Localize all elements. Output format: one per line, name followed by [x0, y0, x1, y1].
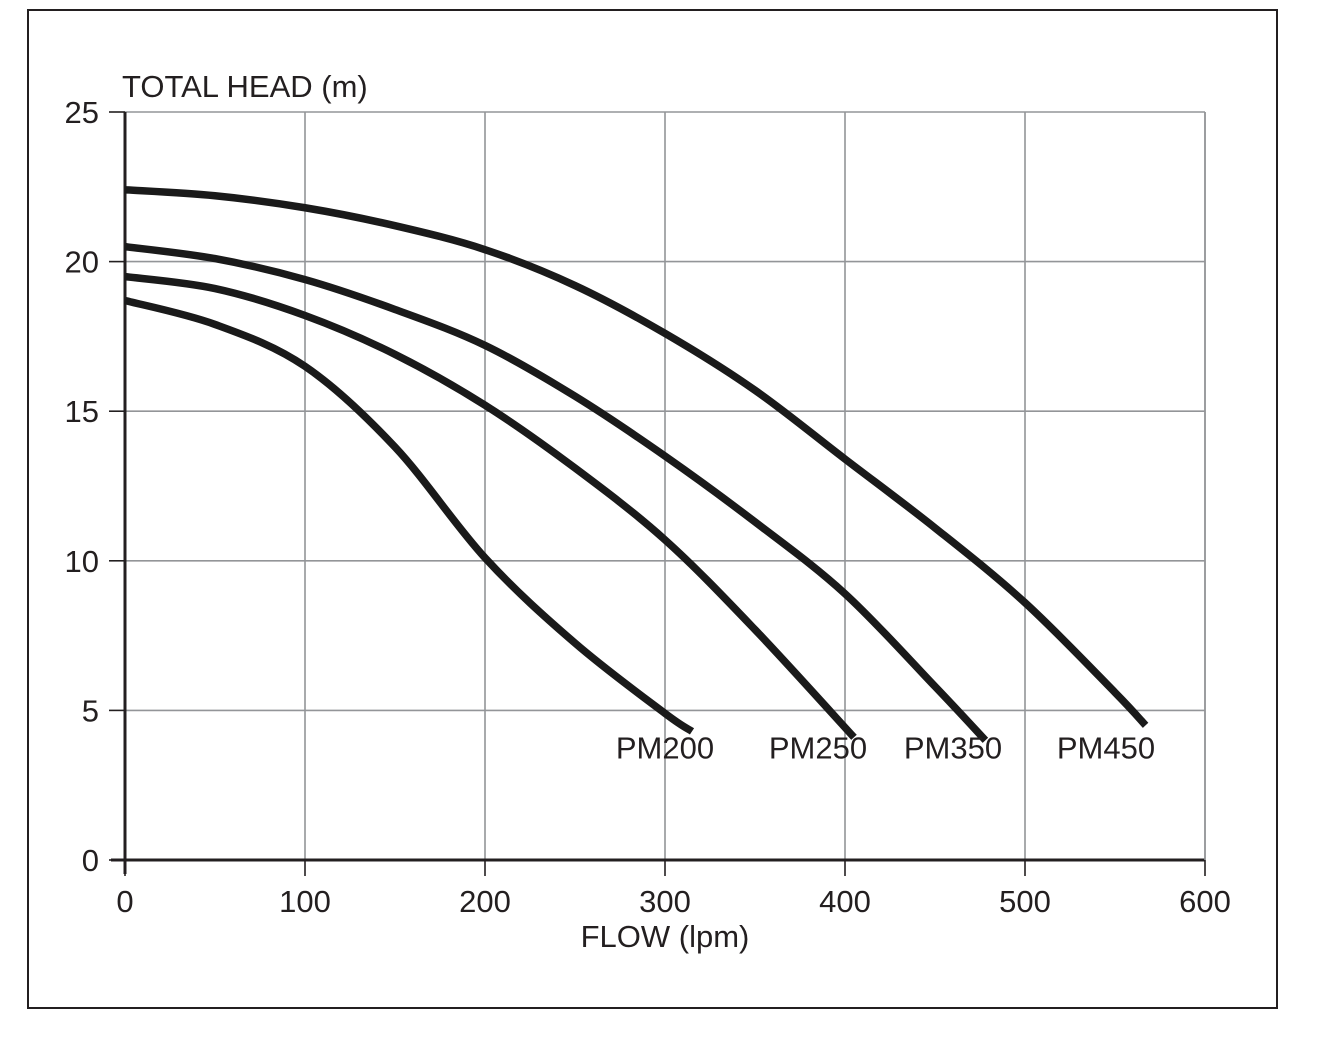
- y-tick-label: 15: [65, 394, 99, 429]
- series-label-pm200: PM200: [616, 730, 714, 765]
- x-tick-label: 500: [999, 884, 1051, 919]
- x-tick-label: 200: [459, 884, 511, 919]
- x-axis-title: FLOW (lpm): [581, 919, 750, 954]
- curve-pm250: [124, 272, 857, 740]
- x-tick-label: 300: [639, 884, 691, 919]
- axis-lines: [111, 112, 1206, 874]
- y-axis-title: TOTAL HEAD (m): [122, 69, 368, 104]
- y-tick-label: 0: [82, 843, 99, 878]
- y-tick-label: 20: [65, 245, 99, 280]
- series-label-pm250: PM250: [769, 730, 867, 765]
- y-tick-label: 10: [65, 544, 99, 579]
- curve-pm350: [124, 242, 989, 743]
- gridlines: [125, 111, 1206, 860]
- y-tick-label: 25: [65, 95, 99, 130]
- curve-pm450: [124, 186, 1149, 728]
- curve-group: [124, 186, 1149, 743]
- x-tick-label: 100: [279, 884, 331, 919]
- x-tick-label: 0: [116, 884, 133, 919]
- tick-marks: [109, 111, 1206, 876]
- tick-labels: 0 5 10 15 20 25 0 100 200 300 400 500 600: [65, 95, 1231, 919]
- series-label-pm450: PM450: [1057, 730, 1155, 765]
- chart-frame: [27, 9, 1278, 1009]
- series-label-pm350: PM350: [904, 730, 1002, 765]
- y-tick-label: 5: [82, 693, 99, 728]
- curve-pm200: [124, 296, 695, 735]
- x-tick-label: 600: [1179, 884, 1231, 919]
- series-labels: PM200 PM250 PM350 PM450: [616, 730, 1155, 765]
- x-tick-label: 400: [819, 884, 871, 919]
